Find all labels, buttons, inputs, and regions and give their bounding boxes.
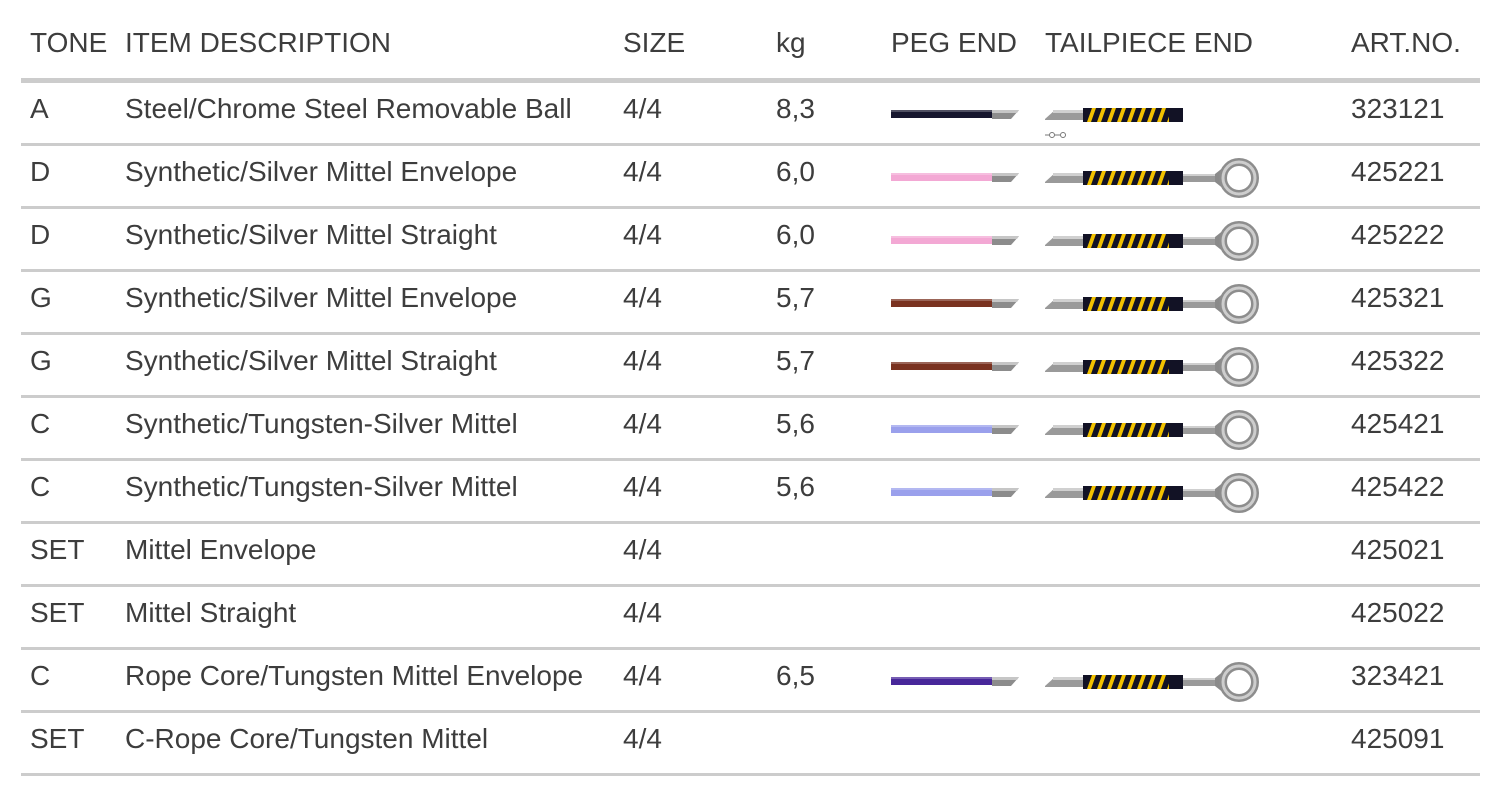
header-kg: kg [776,27,806,58]
removable-ball-icon [1045,132,1066,138]
peg-end-string-icon [891,110,1019,119]
header-tone: TONE [30,27,108,58]
table-row: G Synthetic/Silver Mittel Envelope 4/4 5… [21,272,1480,335]
art-no-cell: 425422 [1351,471,1445,502]
size-cell: 4/4 [623,93,662,124]
tone-cell: D [30,219,51,250]
tone-cell: C [30,660,51,691]
peg-end-string-icon [891,299,1019,308]
art-no-cell: 425022 [1351,597,1445,628]
tone-cell: C [30,408,51,439]
description-cell: C-Rope Core/Tungsten Mittel [125,723,489,754]
kg-cell: 5,6 [776,408,815,439]
kg-cell: 6,0 [776,156,815,187]
table-header: TONE ITEM DESCRIPTION SIZE kg PEG END TA… [21,0,1480,83]
tailpiece-loop-end-icon [1045,410,1259,450]
description-cell: Rope Core/Tungsten Mittel Envelope [125,660,584,691]
kg-cell: 5,7 [776,282,815,313]
peg-end-string-icon [891,236,1019,245]
table-row: A Steel/Chrome Steel Removable Ball 4/4 … [21,83,1480,146]
art-no-cell: 425222 [1351,219,1445,250]
description-cell: Mittel Straight [125,597,297,628]
kg-cell: 6,5 [776,660,815,691]
table-row: SET Mittel Envelope 4/4 425021 [21,524,1480,587]
size-cell: 4/4 [623,156,662,187]
header-art-no: ART.NO. [1351,27,1461,58]
description-cell: Synthetic/Silver Mittel Straight [125,345,497,376]
description-cell: Synthetic/Silver Mittel Envelope [125,282,518,313]
table-row: SET Mittel Straight 4/4 425022 [21,587,1480,650]
art-no-cell: 425221 [1351,156,1445,187]
table-row: SET C-Rope Core/Tungsten Mittel 4/4 4250… [21,713,1480,776]
peg-end-string-icon [891,488,1019,497]
peg-end-string-icon [891,425,1019,434]
description-cell: Synthetic/Silver Mittel Envelope [125,156,518,187]
tone-cell: SET [30,723,85,754]
tailpiece-loop-end-icon [1045,221,1259,261]
header-item-description: ITEM DESCRIPTION [125,27,392,58]
tone-cell: SET [30,597,85,628]
size-cell: 4/4 [623,723,662,754]
table-body: A Steel/Chrome Steel Removable Ball 4/4 … [21,83,1480,776]
size-cell: 4/4 [623,660,662,691]
tailpiece-loop-end-icon [1045,158,1259,198]
art-no-cell: 425091 [1351,723,1445,754]
tailpiece-loop-end-icon [1045,347,1259,387]
tailpiece-loop-end-icon [1045,284,1259,324]
tone-cell: A [30,93,49,124]
tone-cell: D [30,156,51,187]
peg-end-string-icon [891,677,1019,686]
tailpiece-loop-end-icon [1045,473,1259,513]
art-no-cell: 425321 [1351,282,1445,313]
tone-cell: G [30,282,52,313]
art-no-cell: 323121 [1351,93,1445,124]
peg-end-string-icon [891,362,1019,371]
size-cell: 4/4 [623,345,662,376]
kg-cell: 8,3 [776,93,815,124]
size-cell: 4/4 [623,282,662,313]
description-cell: Synthetic/Tungsten-Silver Mittel [125,471,518,502]
description-cell: Mittel Envelope [125,534,317,565]
art-no-cell: 425021 [1351,534,1445,565]
header-peg-end: PEG END [891,27,1018,58]
header-tailpiece-end: TAILPIECE END [1045,27,1253,58]
art-no-cell: 425322 [1351,345,1445,376]
tone-cell: G [30,345,52,376]
size-cell: 4/4 [623,471,662,502]
tailpiece-loop-end-icon [1045,662,1259,702]
art-no-cell: 425421 [1351,408,1445,439]
size-cell: 4/4 [623,597,662,628]
table-row: C Synthetic/Tungsten-Silver Mittel 4/4 5… [21,398,1480,461]
description-cell: Steel/Chrome Steel Removable Ball [125,93,572,124]
size-cell: 4/4 [623,408,662,439]
table-row: D Synthetic/Silver Mittel Envelope 4/4 6… [21,146,1480,209]
table-row: G Synthetic/Silver Mittel Straight 4/4 5… [21,335,1480,398]
tailpiece-ball-end-icon [1045,108,1183,122]
peg-end-string-icon [891,173,1019,182]
tone-cell: C [30,471,51,502]
size-cell: 4/4 [623,534,662,565]
kg-cell: 6,0 [776,219,815,250]
kg-cell: 5,7 [776,345,815,376]
table-row: C Synthetic/Tungsten-Silver Mittel 4/4 5… [21,461,1480,524]
size-cell: 4/4 [623,219,662,250]
art-no-cell: 323421 [1351,660,1445,691]
tone-cell: SET [30,534,85,565]
table-row: D Synthetic/Silver Mittel Straight 4/4 6… [21,209,1480,272]
table-row: C Rope Core/Tungsten Mittel Envelope 4/4… [21,650,1480,713]
description-cell: Synthetic/Tungsten-Silver Mittel [125,408,518,439]
kg-cell: 5,6 [776,471,815,502]
header-size: SIZE [623,27,686,58]
description-cell: Synthetic/Silver Mittel Straight [125,219,497,250]
string-catalog-table: TONE ITEM DESCRIPTION SIZE kg PEG END TA… [21,0,1480,776]
